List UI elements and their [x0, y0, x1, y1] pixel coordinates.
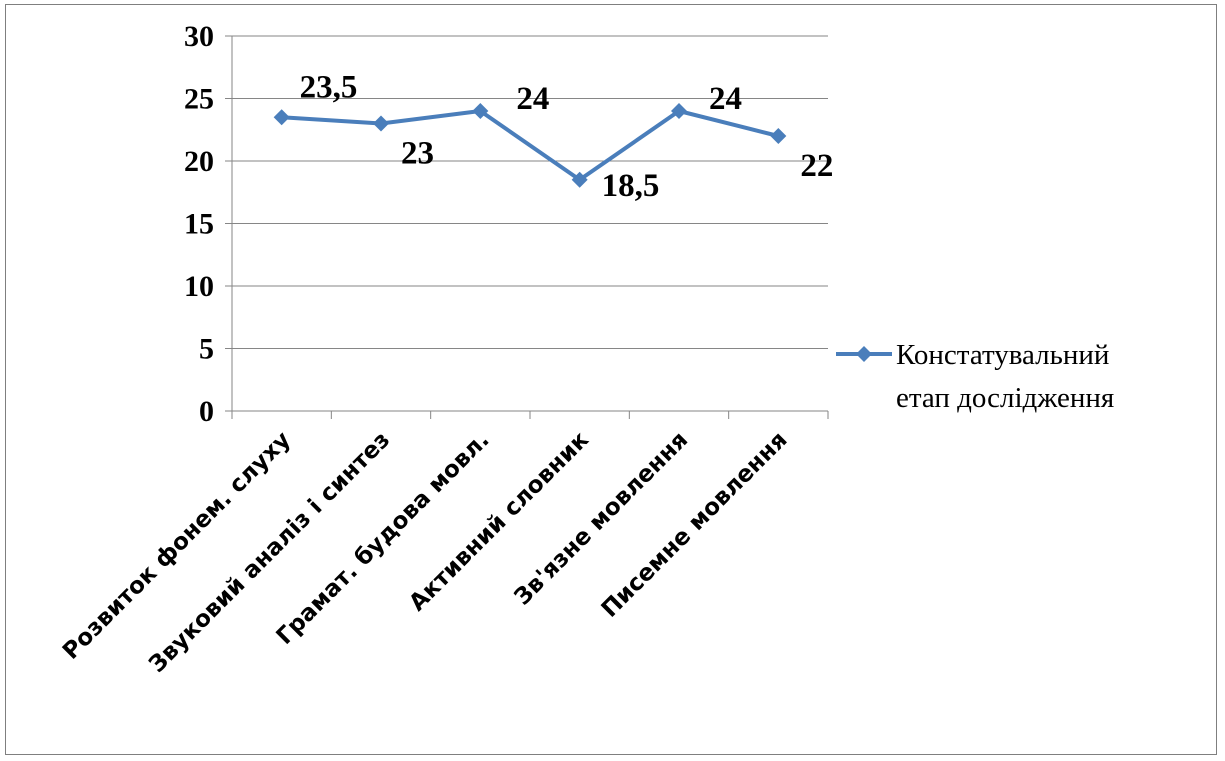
legend-label-line: Констатувальний: [896, 339, 1109, 371]
legend-label-line: етап дослідження: [896, 382, 1114, 414]
series-line: [273, 103, 787, 188]
data-point-marker: [671, 103, 687, 119]
data-label: 24: [516, 81, 549, 117]
x-tick-label: Грамат. будова мовл.: [272, 427, 495, 650]
y-tick-label: 0: [199, 395, 214, 428]
data-point-marker: [273, 109, 290, 126]
legend-marker-swatch: [856, 346, 872, 362]
data-point-marker: [770, 128, 787, 144]
series-line-path: [281, 109, 779, 182]
axes: [225, 35, 829, 419]
y-tick-label: 10: [184, 270, 214, 303]
y-axis-tick-labels: 0 5 10 15 20 25 30: [184, 20, 214, 428]
data-point-marker: [472, 103, 489, 119]
y-tick-label: 15: [184, 208, 214, 241]
data-label: 22: [800, 148, 833, 184]
gridlines: [232, 35, 828, 349]
data-label: 18,5: [602, 168, 660, 204]
x-tick-label: Активний словник: [404, 427, 594, 617]
y-tick-label: 25: [184, 83, 214, 116]
data-point-marker: [571, 171, 588, 188]
data-label: 23: [401, 136, 434, 172]
y-tick-label: 5: [199, 333, 214, 366]
data-point-marker: [373, 115, 389, 132]
legend: Констатувальний етап дослідження: [836, 339, 1114, 414]
chart-frame: [5, 4, 1217, 755]
data-labels: 23,5 23 24 18,5 24 22: [300, 69, 834, 204]
y-tick-label: 30: [184, 20, 214, 53]
x-tick-label: Зв'язне мовлення: [510, 427, 694, 611]
legend-entry-label: Констатувальний етап дослідження: [896, 339, 1114, 414]
y-tick-label: 20: [184, 145, 214, 178]
x-tick-label: Писемне мовлення: [597, 427, 793, 623]
data-label: 23,5: [300, 69, 358, 105]
data-label: 24: [709, 81, 742, 117]
